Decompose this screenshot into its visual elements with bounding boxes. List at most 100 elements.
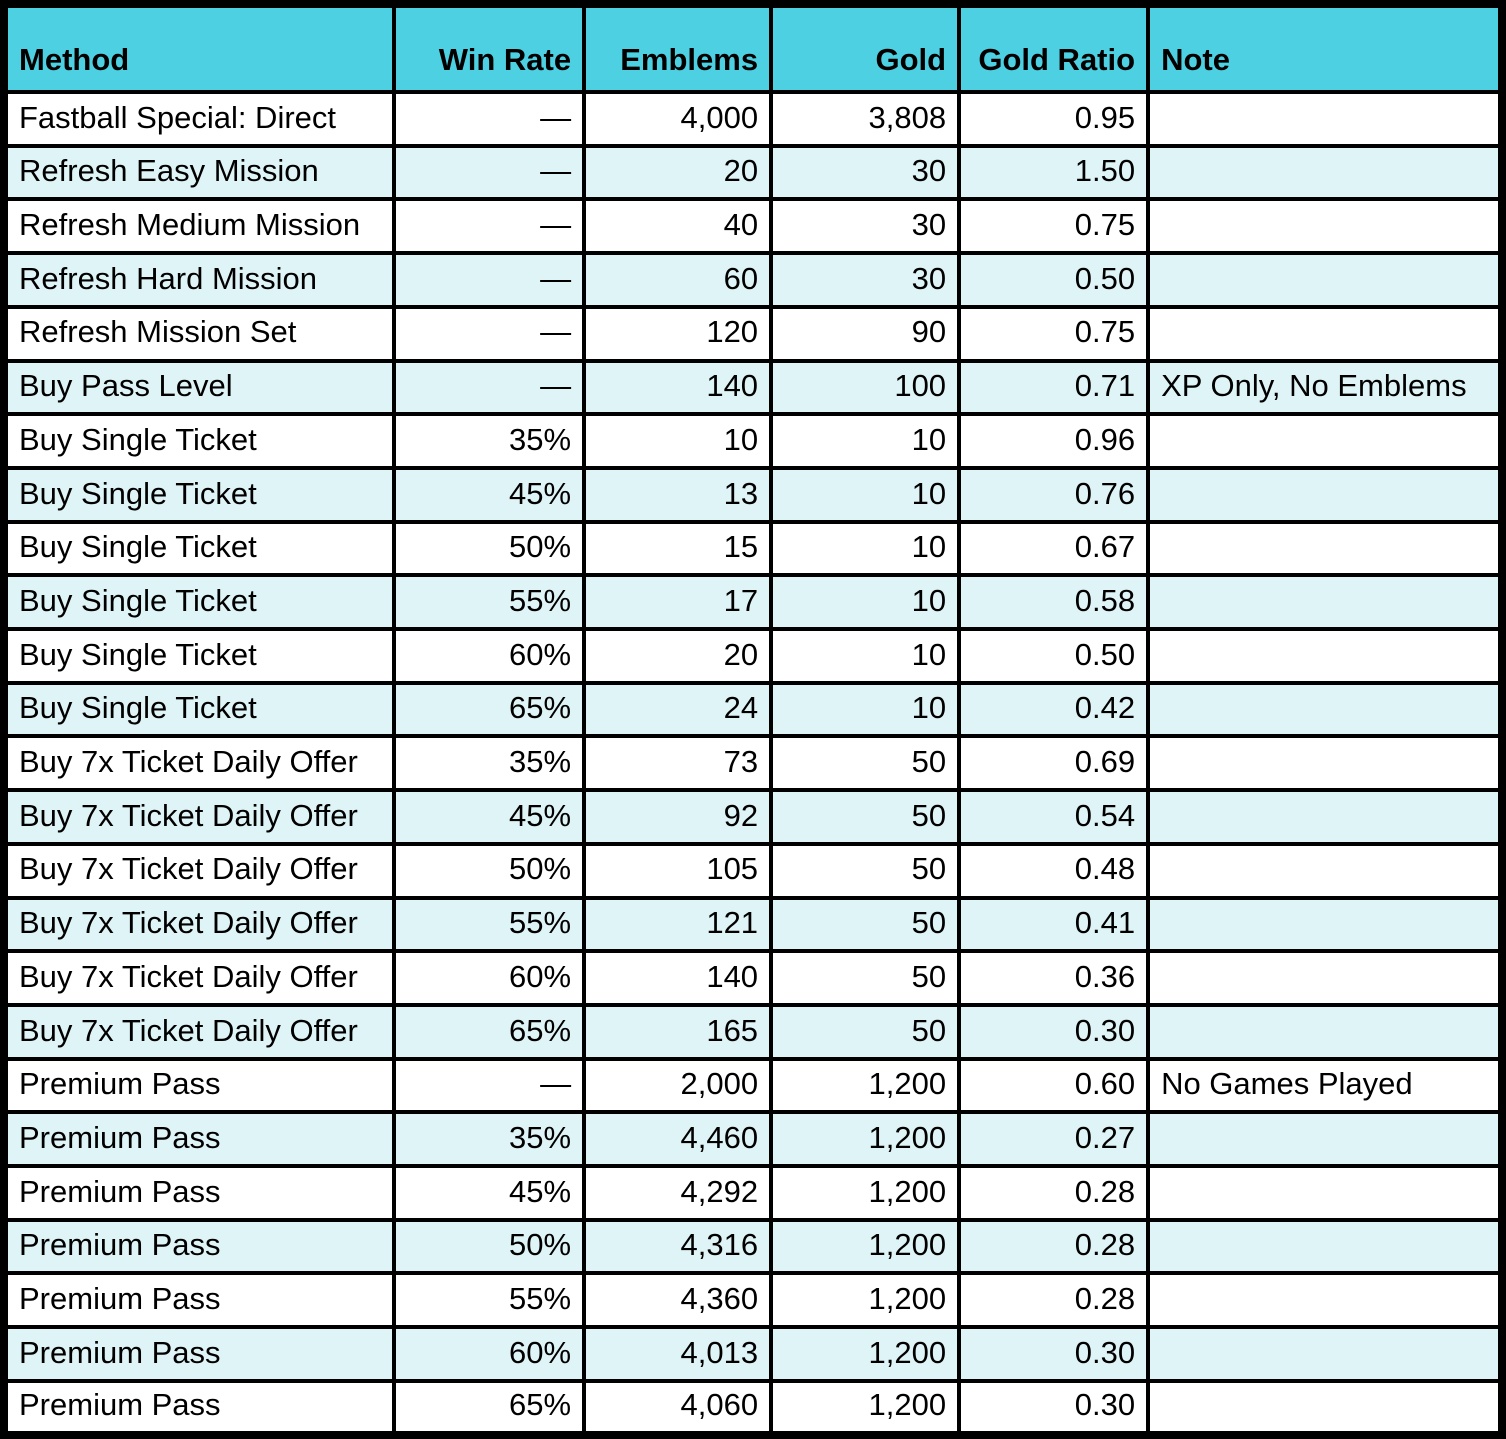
table-row: Fastball Special: Direct —4,000 3,808 0.95 — [1, 90, 1504, 148]
cell-emblems: 24 — [582, 680, 774, 739]
cell-note — [1146, 90, 1504, 148]
cell-win-rate: 60% — [392, 949, 587, 1007]
cell-gold: 1,200 — [769, 1217, 962, 1276]
cell-win-rate: 35% — [392, 1110, 587, 1169]
cell-emblems: 15 — [582, 519, 774, 578]
cell-gold-ratio: 0.50 — [957, 251, 1151, 309]
cell-gold: 100 — [769, 358, 962, 417]
cell-note — [1146, 251, 1504, 309]
cell-note — [1146, 788, 1504, 846]
table-body: Fastball Special: Direct —4,000 3,808 0.95 R… — [1, 90, 1504, 1438]
cell-emblems: 4,316 — [582, 1217, 774, 1276]
cell-method: Premium Pass — [1, 1378, 397, 1438]
table-row: Refresh Mission Set —120 90 0.75 — [1, 304, 1504, 363]
cell-method: Premium Pass — [1, 1271, 397, 1330]
cell-emblems: 92 — [582, 788, 774, 846]
cell-gold: 10 — [769, 627, 962, 685]
cell-method: Fastball Special: Direct — [1, 90, 397, 148]
cell-gold-ratio: 0.30 — [957, 1378, 1151, 1438]
cell-note — [1146, 627, 1504, 685]
table-row: Premium Pass 35% 4,460 1,200 0.27 — [1, 1110, 1504, 1169]
cell-method: Buy Single Ticket — [1, 627, 397, 685]
cell-emblems: 2,000 — [582, 1056, 774, 1115]
cell-note: XP Only, No Emblems — [1146, 358, 1504, 417]
cell-win-rate: 55% — [392, 573, 587, 632]
cell-note — [1146, 1325, 1504, 1383]
table-row: Premium Pass 50% 4,316 1,200 0.28 — [1, 1217, 1504, 1276]
column-header-method: Method — [1, 2, 397, 94]
cell-note — [1146, 1002, 1504, 1061]
cell-win-rate: 45% — [392, 465, 587, 524]
cell-gold-ratio: 0.76 — [957, 465, 1151, 524]
cell-method: Buy Single Ticket — [1, 519, 397, 578]
cell-win-rate: 65% — [392, 1002, 587, 1061]
header-row: Method Win Rate Emblems Gold Gold Ratio Note — [1, 2, 1504, 94]
cell-win-rate: 55% — [392, 1271, 587, 1330]
cell-gold: 50 — [769, 841, 962, 900]
cell-note — [1146, 412, 1504, 470]
cell-method: Buy Single Ticket — [1, 573, 397, 632]
cell-win-rate: 35% — [392, 734, 587, 793]
cell-emblems: 4,292 — [582, 1164, 774, 1222]
cell-note — [1146, 304, 1504, 363]
column-header-note: Note — [1146, 2, 1504, 94]
cell-note: No Games Played — [1146, 1056, 1504, 1115]
cell-emblems: 40 — [582, 197, 774, 256]
cell-gold-ratio: 0.50 — [957, 627, 1151, 685]
table-row: Buy 7x Ticket Daily Offer 35% 73 50 0.69 — [1, 734, 1504, 793]
cell-emblems: 140 — [582, 949, 774, 1007]
cell-method: Refresh Easy Mission — [1, 143, 397, 202]
cell-win-rate: 50% — [392, 519, 587, 578]
table-row: Premium Pass 60% 4,013 1,200 0.30 — [1, 1325, 1504, 1383]
cell-gold: 1,200 — [769, 1056, 962, 1115]
cell-emblems: 17 — [582, 573, 774, 632]
cell-method: Buy 7x Ticket Daily Offer — [1, 1002, 397, 1061]
cell-emblems: 120 — [582, 304, 774, 363]
column-header-gold: Gold — [769, 2, 962, 94]
table-row: Buy Single Ticket 65% 24 10 0.42 — [1, 680, 1504, 739]
cell-gold: 50 — [769, 788, 962, 846]
table-row: Refresh Easy Mission —20 30 1.50 — [1, 143, 1504, 202]
cell-gold: 10 — [769, 573, 962, 632]
cell-note — [1146, 519, 1504, 578]
cell-method: Refresh Medium Mission — [1, 197, 397, 256]
cell-note — [1146, 1271, 1504, 1330]
cell-gold: 1,200 — [769, 1378, 962, 1438]
cell-gold: 10 — [769, 412, 962, 470]
table-row: Premium Pass —2,000 1,200 0.60 No Games Play… — [1, 1056, 1504, 1115]
table-row: Buy Single Ticket 50% 15 10 0.67 — [1, 519, 1504, 578]
cell-gold-ratio: 0.69 — [957, 734, 1151, 793]
cell-gold: 3,808 — [769, 90, 962, 148]
column-header-emblems: Emblems — [582, 2, 774, 94]
cell-win-rate: 50% — [392, 1217, 587, 1276]
cell-gold-ratio: 0.95 — [957, 90, 1151, 148]
cell-win-rate: 45% — [392, 1164, 587, 1222]
cell-win-rate: — — [392, 304, 587, 363]
cell-gold: 10 — [769, 519, 962, 578]
cell-method: Buy Single Ticket — [1, 465, 397, 524]
cell-win-rate: 50% — [392, 841, 587, 900]
cell-gold-ratio: 0.36 — [957, 949, 1151, 1007]
cell-note — [1146, 841, 1504, 900]
cell-gold: 50 — [769, 1002, 962, 1061]
table-row: Buy Single Ticket 60% 20 10 0.50 — [1, 627, 1504, 685]
cell-emblems: 4,013 — [582, 1325, 774, 1383]
cell-gold: 1,200 — [769, 1110, 962, 1169]
cell-gold: 30 — [769, 197, 962, 256]
cell-method: Buy 7x Ticket Daily Offer — [1, 949, 397, 1007]
cell-win-rate: 35% — [392, 412, 587, 470]
cell-emblems: 10 — [582, 412, 774, 470]
cell-method: Buy 7x Ticket Daily Offer — [1, 734, 397, 793]
cell-gold: 50 — [769, 949, 962, 1007]
cell-emblems: 60 — [582, 251, 774, 309]
cell-method: Premium Pass — [1, 1110, 397, 1169]
cell-method: Premium Pass — [1, 1325, 397, 1383]
cell-method: Buy Pass Level — [1, 358, 397, 417]
cell-gold: 90 — [769, 304, 962, 363]
cell-note — [1146, 680, 1504, 739]
cell-win-rate: 45% — [392, 788, 587, 846]
cell-gold-ratio: 0.54 — [957, 788, 1151, 846]
cell-gold-ratio: 0.28 — [957, 1164, 1151, 1222]
cell-gold-ratio: 0.30 — [957, 1002, 1151, 1061]
table-row: Buy Single Ticket 45% 13 10 0.76 — [1, 465, 1504, 524]
